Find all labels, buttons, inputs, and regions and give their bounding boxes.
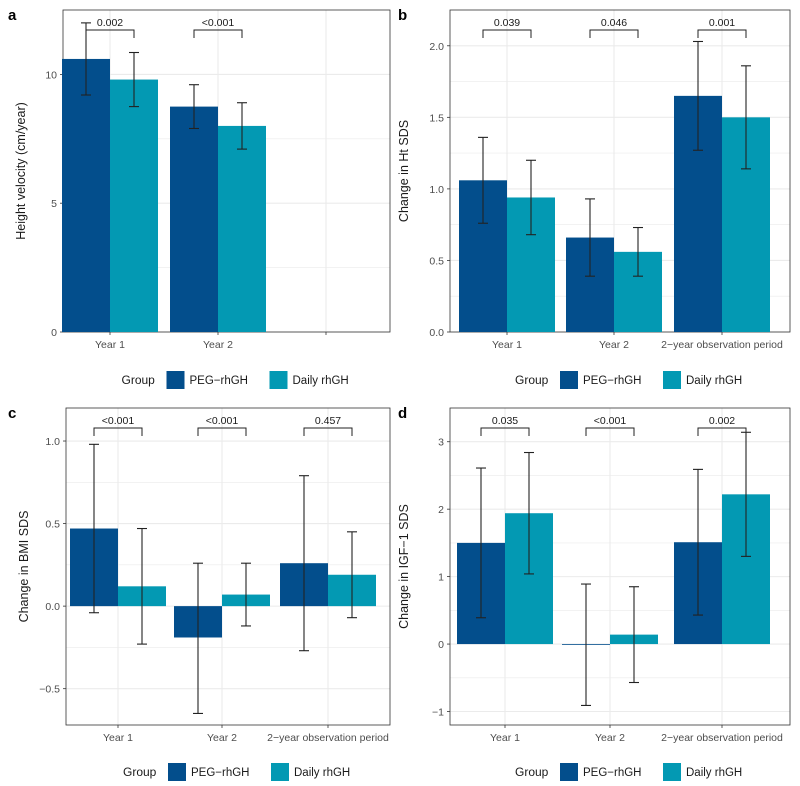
p-value-label: 0.035 <box>492 415 518 427</box>
x-tick-label: Year 1 <box>95 339 125 351</box>
panel-letter-d: d <box>398 405 407 422</box>
p-value-label: 0.001 <box>709 17 735 29</box>
x-tick-label: 2−year observation period <box>661 732 783 744</box>
y-axis-label: Change in Ht SDS <box>397 120 411 222</box>
y-tick-label: 0 <box>438 639 444 651</box>
x-tick-label: Year 1 <box>103 732 133 744</box>
legend-label: Daily rhGH <box>686 767 742 779</box>
y-tick-label: 2.0 <box>429 41 444 53</box>
bar <box>218 125 266 332</box>
p-value-label: <0.001 <box>202 17 235 29</box>
x-tick-label: Year 1 <box>490 732 520 744</box>
p-value-label: <0.001 <box>102 415 135 427</box>
y-tick-label: 2 <box>438 504 444 516</box>
panel-letter-b: b <box>398 7 407 24</box>
bar <box>110 79 158 332</box>
legend-swatch-peg <box>560 371 578 389</box>
p-value-bracket <box>697 427 747 436</box>
y-tick-label: 3 <box>438 437 444 449</box>
y-tick-label: 5 <box>51 198 57 210</box>
p-value-label: 0.046 <box>601 17 627 29</box>
p-value-bracket <box>85 29 135 38</box>
p-value-bracket <box>197 427 247 436</box>
y-tick-label: 0.0 <box>429 327 444 339</box>
legend-label: PEG−rhGH <box>583 767 641 779</box>
p-value-bracket <box>303 427 353 436</box>
y-tick-label: 1 <box>438 572 444 584</box>
legend-label: PEG−rhGH <box>583 375 641 387</box>
legend-swatch-daily <box>271 763 289 781</box>
panel-border <box>449 407 791 726</box>
p-value-label: 0.002 <box>709 415 735 427</box>
legend-title: Group <box>515 765 549 779</box>
panel-letter-a: a <box>8 7 17 24</box>
p-value-label: <0.001 <box>594 415 627 427</box>
y-tick-label: 0.0 <box>45 601 60 613</box>
p-value-bracket <box>697 29 747 38</box>
legend-title: Group <box>122 373 156 387</box>
p-value-bracket <box>193 29 243 38</box>
x-tick-label: Year 2 <box>599 339 629 351</box>
p-value-bracket <box>480 427 530 436</box>
legend-swatch-daily <box>269 371 288 389</box>
legend-swatch-peg <box>168 763 186 781</box>
x-tick-label: 2−year observation period <box>267 732 389 744</box>
legend-label: PEG−rhGH <box>191 767 249 779</box>
p-value-bracket <box>589 29 639 38</box>
x-tick-label: Year 2 <box>595 732 625 744</box>
p-value-bracket <box>482 29 532 38</box>
x-tick-label: Year 2 <box>207 732 237 744</box>
y-axis-label: Height velocity (cm/year) <box>14 102 28 240</box>
p-value-bracket <box>93 427 143 436</box>
panel-border <box>65 407 391 726</box>
x-tick-label: 2−year observation period <box>661 339 783 351</box>
y-tick-label: 1.0 <box>429 184 444 196</box>
y-tick-label: −0.5 <box>39 684 60 696</box>
p-value-label: 0.457 <box>315 415 341 427</box>
y-tick-label: 10 <box>45 69 57 81</box>
bar <box>170 106 218 332</box>
legend-label: PEG−rhGH <box>190 375 248 387</box>
y-tick-label: 0 <box>51 327 57 339</box>
legend-label: Daily rhGH <box>294 767 350 779</box>
y-axis-label: Change in IGF−1 SDS <box>397 504 411 629</box>
p-value-label: 0.002 <box>97 17 123 29</box>
p-value-bracket <box>585 427 635 436</box>
legend-title: Group <box>123 765 157 779</box>
p-value-label: <0.001 <box>206 415 239 427</box>
y-tick-label: 1.5 <box>429 112 444 124</box>
y-tick-label: 0.5 <box>45 519 60 531</box>
x-tick-label: Year 2 <box>203 339 233 351</box>
y-tick-label: 0.5 <box>429 255 444 267</box>
legend-label: Daily rhGH <box>686 375 742 387</box>
bar <box>62 58 110 332</box>
x-tick-label: Year 1 <box>492 339 522 351</box>
legend-swatch-peg <box>166 371 185 389</box>
legend-swatch-daily <box>663 371 681 389</box>
panel-letter-c: c <box>8 405 16 422</box>
y-axis-label: Change in BMI SDS <box>17 511 31 623</box>
legend-swatch-peg <box>560 763 578 781</box>
p-value-label: 0.039 <box>494 17 520 29</box>
legend-title: Group <box>515 373 549 387</box>
y-tick-label: −1 <box>432 707 444 719</box>
legend-label: Daily rhGH <box>293 375 349 387</box>
legend-swatch-daily <box>663 763 681 781</box>
y-tick-label: 1.0 <box>45 436 60 448</box>
